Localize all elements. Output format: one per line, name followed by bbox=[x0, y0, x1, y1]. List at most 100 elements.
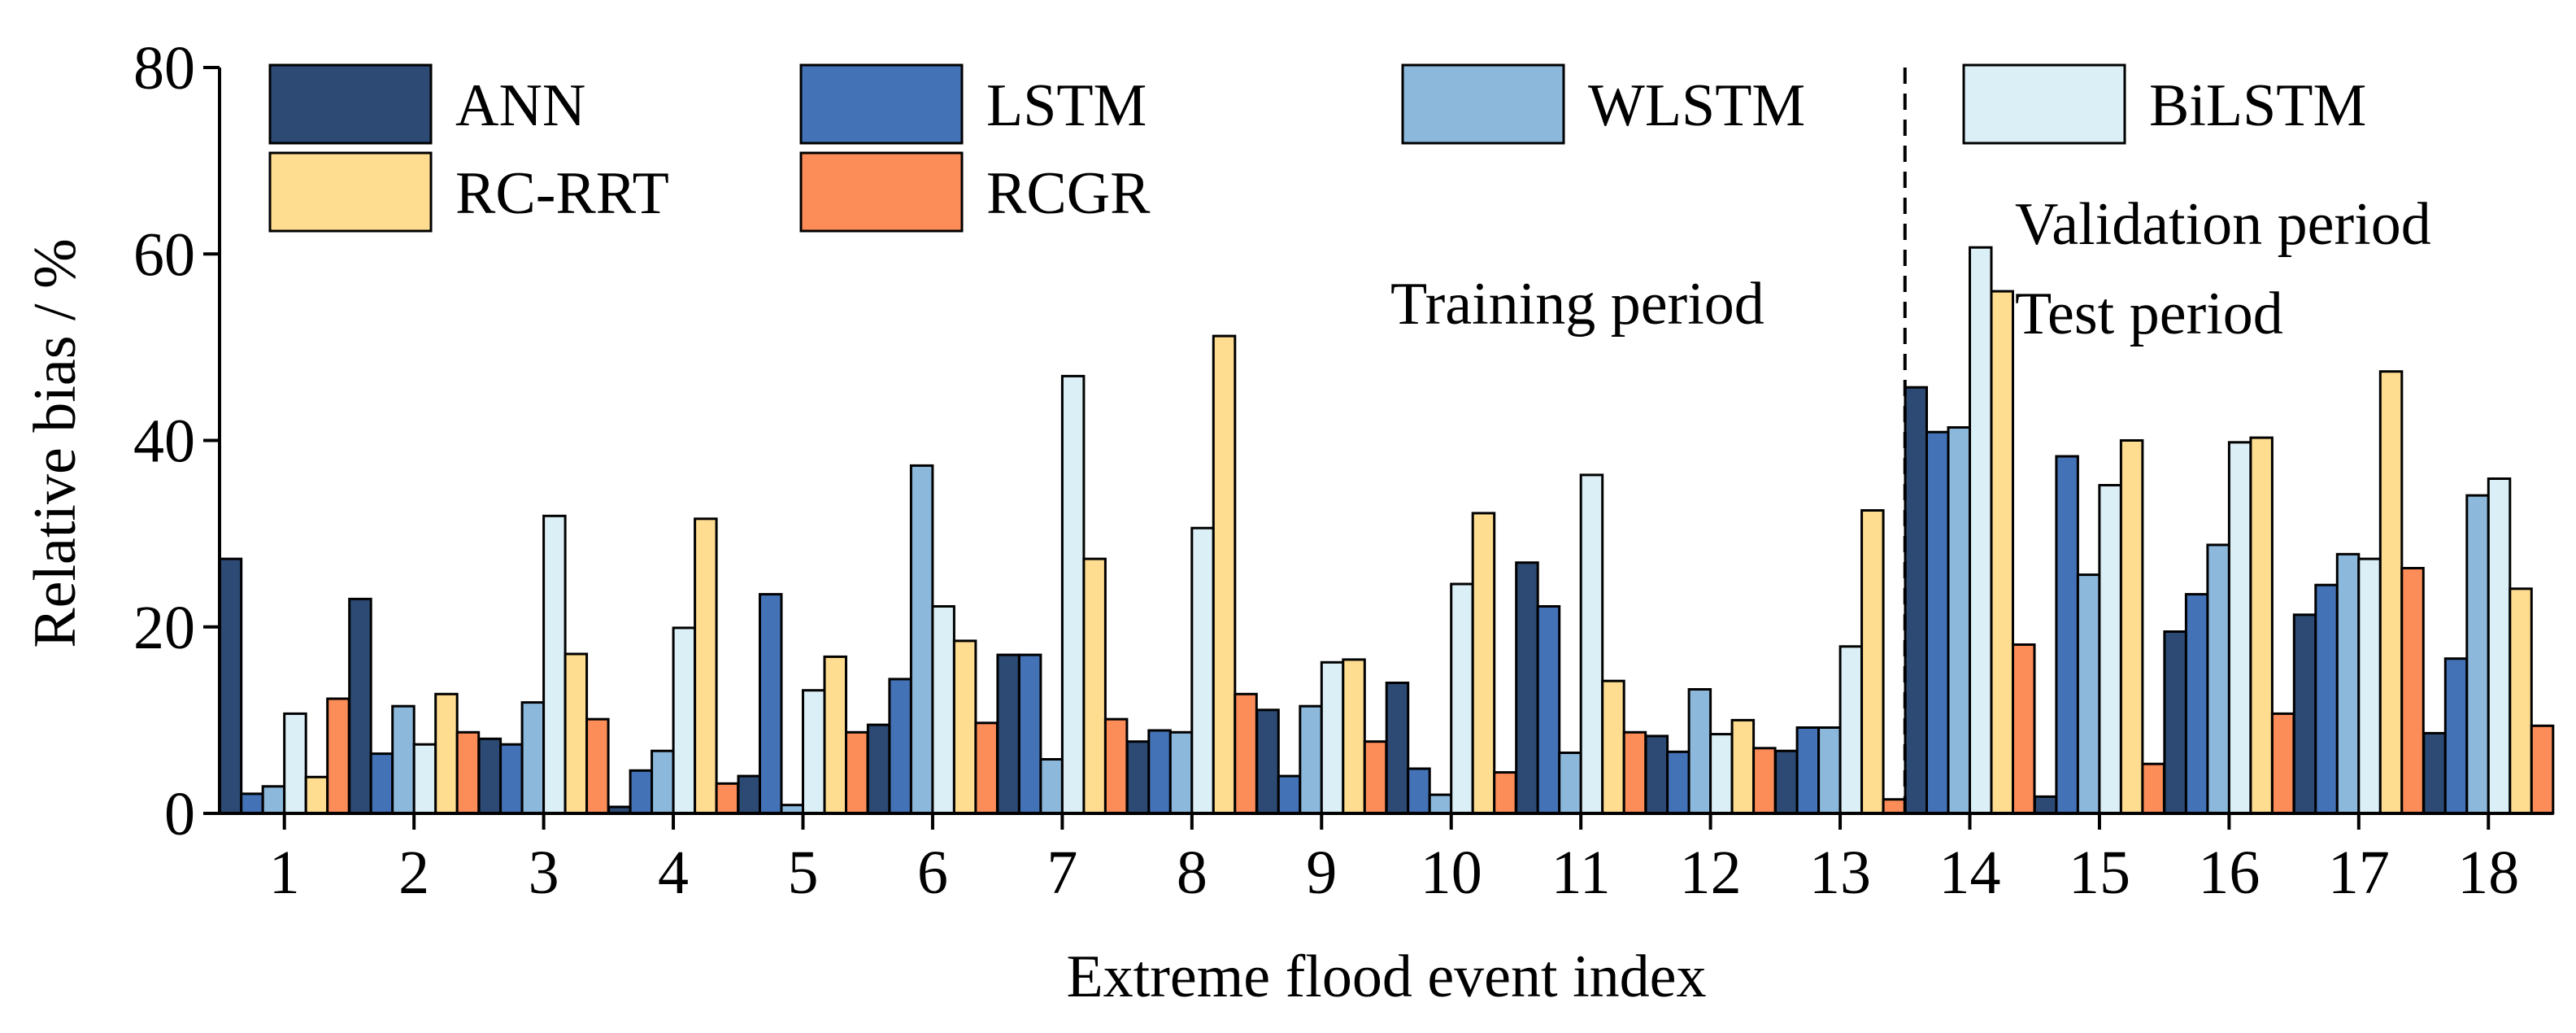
y-tick-label-20: 20 bbox=[133, 594, 195, 662]
bar-ann-event-7 bbox=[996, 653, 1020, 815]
x-tick-label-3: 3 bbox=[529, 839, 559, 907]
bar-rcgr-event-9 bbox=[1363, 740, 1388, 815]
bar-rc-rrt-event-1 bbox=[304, 775, 329, 815]
bar-ann-event-3 bbox=[477, 737, 503, 815]
bar-lstm-event-2 bbox=[369, 752, 394, 815]
legend-label-lstm: LSTM bbox=[986, 72, 1147, 139]
bar-rc-rrt-event-3 bbox=[564, 652, 589, 815]
annotation-training-period: Training period bbox=[1390, 271, 1764, 338]
bar-rcgr-event-15 bbox=[2141, 762, 2165, 815]
bar-bilstm-event-15 bbox=[2098, 484, 2122, 815]
bar-wlstm-event-10 bbox=[1428, 793, 1453, 815]
legend-label-rc-rrt: RC-RRT bbox=[455, 160, 669, 227]
bar-ann-event-8 bbox=[1125, 740, 1151, 815]
bar-bilstm-event-14 bbox=[1969, 246, 1993, 815]
bar-rc-rrt-event-5 bbox=[823, 655, 847, 815]
bar-wlstm-event-16 bbox=[2206, 543, 2230, 815]
bar-rc-rrt-event-14 bbox=[1990, 290, 2014, 815]
bar-bilstm-event-4 bbox=[672, 626, 697, 815]
bar-ann-event-17 bbox=[2292, 613, 2317, 815]
legend-swatch-rc-rrt bbox=[268, 151, 433, 233]
legend-label-wlstm: WLSTM bbox=[1588, 72, 1805, 139]
bar-bilstm-event-2 bbox=[412, 743, 437, 815]
x-tick-label-17: 17 bbox=[2328, 839, 2390, 907]
bar-wlstm-event-14 bbox=[1947, 426, 1971, 815]
annotation-test-period: Test period bbox=[2015, 281, 2283, 347]
bar-lstm-event-9 bbox=[1277, 774, 1302, 815]
bar-wlstm-event-9 bbox=[1299, 704, 1323, 815]
legend-swatch-bilstm bbox=[1962, 63, 2126, 145]
bar-rc-rrt-event-10 bbox=[1471, 512, 1496, 815]
x-tick-label-16: 16 bbox=[2198, 839, 2260, 907]
bar-lstm-event-17 bbox=[2314, 583, 2339, 815]
bar-rc-rrt-event-2 bbox=[434, 692, 459, 815]
bar-layer bbox=[218, 246, 2555, 815]
bar-bilstm-event-7 bbox=[1060, 374, 1086, 815]
y-tick-label-40: 40 bbox=[133, 408, 195, 476]
x-tick-label-2: 2 bbox=[398, 839, 429, 907]
bar-rc-rrt-event-15 bbox=[2119, 439, 2144, 815]
bar-rcgr-event-17 bbox=[2400, 567, 2425, 815]
bar-lstm-event-1 bbox=[240, 792, 264, 815]
bar-lstm-event-7 bbox=[1017, 653, 1042, 815]
bar-wlstm-event-8 bbox=[1168, 730, 1194, 815]
bar-rc-rrt-event-11 bbox=[1601, 679, 1625, 815]
legend-swatch-ann bbox=[268, 63, 433, 145]
bar-ann-event-16 bbox=[2163, 630, 2187, 815]
bar-bilstm-event-3 bbox=[542, 514, 567, 815]
bar-lstm-event-3 bbox=[499, 743, 524, 815]
bar-wlstm-event-18 bbox=[2465, 494, 2490, 815]
x-tick-label-14: 14 bbox=[1939, 839, 2001, 907]
bar-wlstm-event-12 bbox=[1687, 688, 1712, 815]
legend-label-ann: ANN bbox=[455, 72, 585, 139]
bar-wlstm-event-1 bbox=[261, 785, 286, 815]
bar-rc-rrt-event-8 bbox=[1212, 334, 1237, 815]
bar-bilstm-event-16 bbox=[2227, 441, 2252, 815]
bar-rc-rrt-event-17 bbox=[2378, 370, 2404, 815]
bar-bilstm-event-9 bbox=[1320, 660, 1345, 815]
bar-wlstm-event-2 bbox=[391, 704, 416, 815]
bar-bilstm-event-18 bbox=[2487, 477, 2512, 815]
bar-wlstm-event-13 bbox=[1817, 726, 1842, 815]
bar-rcgr-event-7 bbox=[1103, 717, 1129, 815]
bar-rc-rrt-event-4 bbox=[694, 517, 718, 815]
y-tick-label-0: 0 bbox=[164, 780, 195, 848]
x-tick-label-11: 11 bbox=[1551, 839, 1611, 907]
bar-lstm-event-8 bbox=[1147, 729, 1172, 815]
bar-wlstm-event-15 bbox=[2076, 573, 2101, 815]
y-axis-label: Relative bias / % bbox=[22, 238, 89, 647]
bar-lstm-event-16 bbox=[2184, 593, 2209, 815]
bar-rc-rrt-event-7 bbox=[1082, 557, 1107, 815]
bar-lstm-event-10 bbox=[1407, 767, 1431, 815]
bar-ann-event-5 bbox=[737, 774, 761, 815]
bar-rc-rrt-event-16 bbox=[2249, 436, 2274, 815]
bar-wlstm-event-17 bbox=[2335, 552, 2361, 815]
bar-lstm-event-14 bbox=[1925, 430, 1950, 815]
x-tick-label-8: 8 bbox=[1177, 839, 1208, 907]
bar-rcgr-event-12 bbox=[1752, 747, 1777, 815]
bar-ann-event-14 bbox=[1904, 386, 1928, 815]
bar-ann-event-11 bbox=[1515, 561, 1539, 815]
bar-bilstm-event-6 bbox=[931, 605, 955, 815]
bar-wlstm-event-11 bbox=[1558, 752, 1582, 815]
x-tick-label-7: 7 bbox=[1046, 839, 1077, 907]
annotation-validation-period: Validation period bbox=[2015, 191, 2431, 258]
bar-rcgr-event-3 bbox=[585, 717, 610, 815]
bar-rcgr-event-11 bbox=[1622, 730, 1647, 815]
x-tick-label-4: 4 bbox=[658, 839, 689, 907]
bar-lstm-event-15 bbox=[2055, 455, 2079, 815]
legend-swatch-wlstm bbox=[1401, 63, 1565, 145]
x-tick-label-10: 10 bbox=[1421, 839, 1482, 907]
bar-rcgr-event-10 bbox=[1493, 771, 1517, 815]
bar-ann-event-2 bbox=[348, 597, 372, 815]
bar-wlstm-event-6 bbox=[909, 464, 934, 815]
bar-bilstm-event-11 bbox=[1579, 473, 1604, 815]
bar-rc-rrt-event-6 bbox=[952, 639, 977, 815]
bar-rcgr-event-1 bbox=[326, 697, 350, 815]
bar-bilstm-event-12 bbox=[1709, 733, 1734, 815]
bar-ann-event-6 bbox=[866, 723, 891, 815]
bar-lstm-event-13 bbox=[1795, 726, 1821, 815]
x-tick-label-5: 5 bbox=[788, 839, 819, 907]
y-tick-label-80: 80 bbox=[133, 34, 195, 102]
